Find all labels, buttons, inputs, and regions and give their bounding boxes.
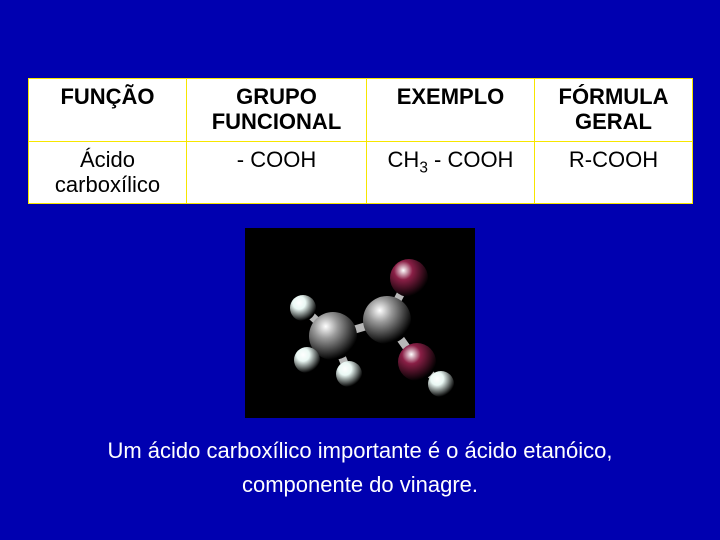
exemplo-sub: 3	[419, 159, 428, 176]
col-header-funcao: FUNÇÃO	[29, 79, 187, 142]
col-header-formula: FÓRMULA GERAL	[535, 79, 693, 142]
cell-formula: R-COOH	[535, 141, 693, 204]
col-header-grupo: GRUPO FUNCIONAL	[187, 79, 367, 142]
table-row: Ácido carboxílico - COOH CH3 - COOH R-CO…	[29, 141, 693, 204]
caption-line1: Um ácido carboxílico importante é o ácid…	[107, 438, 612, 463]
exemplo-post: - COOH	[428, 147, 514, 172]
exemplo-pre: CH	[388, 147, 420, 172]
caption: Um ácido carboxílico importante é o ácid…	[0, 434, 720, 502]
cell-funcao: Ácido carboxílico	[29, 141, 187, 204]
cell-grupo: - COOH	[187, 141, 367, 204]
molecule-image	[28, 228, 692, 423]
caption-line2: componente do vinagre.	[242, 472, 478, 497]
table-header-row: FUNÇÃO GRUPO FUNCIONAL EXEMPLO FÓRMULA G…	[29, 79, 693, 142]
cell-exemplo: CH3 - COOH	[367, 141, 535, 204]
chemistry-table: FUNÇÃO GRUPO FUNCIONAL EXEMPLO FÓRMULA G…	[28, 78, 693, 204]
col-header-exemplo: EXEMPLO	[367, 79, 535, 142]
slide: FUNÇÃO GRUPO FUNCIONAL EXEMPLO FÓRMULA G…	[0, 0, 720, 540]
molecule-svg	[245, 228, 475, 418]
